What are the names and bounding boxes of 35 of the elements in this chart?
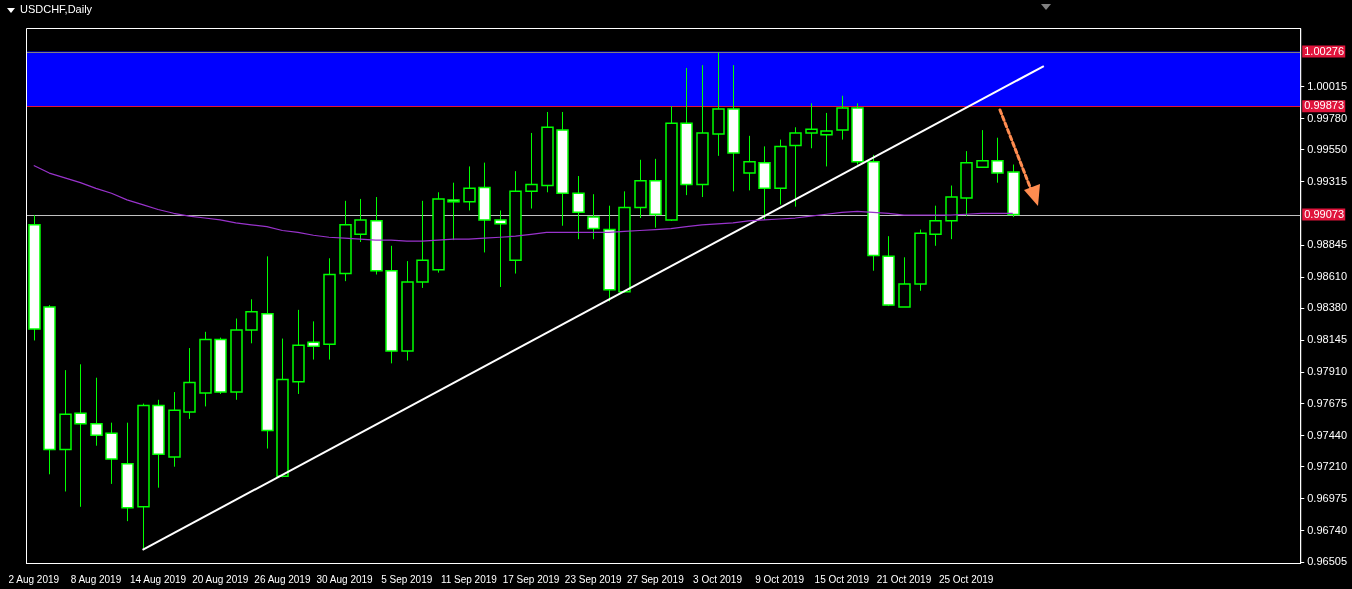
x-tick-label: 5 Sep 2019 bbox=[381, 573, 433, 585]
x-tick-label: 17 Sep 2019 bbox=[502, 573, 560, 585]
x-tick-label: 9 Oct 2019 bbox=[755, 573, 805, 585]
y-tick-label: 0.99550 bbox=[1307, 142, 1347, 155]
y-tick-label: 0.99315 bbox=[1307, 174, 1347, 187]
x-tick-label: 2 Aug 2019 bbox=[8, 573, 60, 585]
x-tick-label: 11 Sep 2019 bbox=[440, 573, 498, 585]
y-tick-label: 0.98145 bbox=[1307, 333, 1347, 346]
ref-line-label: 0.99073 bbox=[1304, 207, 1344, 220]
ref-line-label: 1.00276 bbox=[1304, 44, 1344, 57]
y-tick-label: 0.99780 bbox=[1307, 111, 1347, 124]
x-tick-label: 3 Oct 2019 bbox=[693, 573, 743, 585]
y-tick-label: 1.00015 bbox=[1307, 79, 1347, 92]
y-tick-label: 0.97910 bbox=[1307, 365, 1347, 378]
x-tick-label: 21 Oct 2019 bbox=[876, 573, 932, 585]
x-tick-label: 30 Aug 2019 bbox=[316, 573, 374, 585]
ref-line-label: 0.99873 bbox=[1304, 99, 1344, 112]
y-tick-label: 0.97440 bbox=[1307, 428, 1347, 441]
x-tick-label: 8 Aug 2019 bbox=[70, 573, 122, 585]
y-tick-label: 0.96505 bbox=[1307, 555, 1347, 568]
x-tick-label: 14 Aug 2019 bbox=[130, 573, 187, 585]
x-tick-label: 27 Sep 2019 bbox=[626, 573, 685, 585]
x-tick-label: 15 Oct 2019 bbox=[814, 573, 870, 585]
x-tick-label: 26 Aug 2019 bbox=[254, 573, 311, 585]
y-tick-label: 0.97675 bbox=[1307, 396, 1347, 409]
y-tick-label: 0.96740 bbox=[1307, 523, 1347, 536]
x-tick-label: 20 Aug 2019 bbox=[192, 573, 249, 585]
y-tick-label: 0.97210 bbox=[1307, 459, 1347, 472]
x-tick-label: 25 Oct 2019 bbox=[938, 573, 994, 585]
y-tick-label: 0.98845 bbox=[1307, 238, 1347, 251]
y-tick-label: 0.98610 bbox=[1307, 270, 1347, 283]
y-tick-label: 0.96975 bbox=[1307, 491, 1347, 504]
x-tick-label: 23 Sep 2019 bbox=[564, 573, 622, 585]
chart-title: USDCHF,Daily bbox=[20, 3, 93, 15]
y-tick-label: 0.98380 bbox=[1307, 301, 1347, 314]
